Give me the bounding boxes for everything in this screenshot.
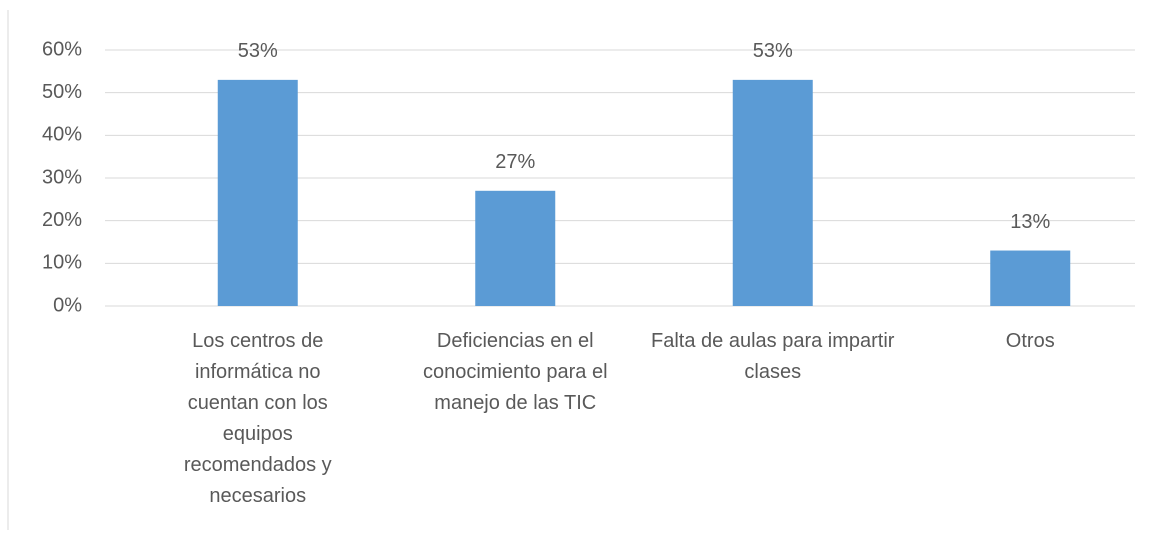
y-tick-label: 40% [42,124,82,146]
bar [732,79,813,306]
x-tick-label: Los centros de informática no cuentan co… [183,330,332,507]
y-tick-label: 10% [42,252,82,274]
y-tick-label: 20% [42,209,82,231]
y-tick-label: 0% [53,294,82,316]
x-tick-label: Falta de aulas para impartir clases [651,330,895,383]
y-tick-label: 30% [42,166,82,188]
bar [475,190,556,306]
x-tick-label: Otros [1005,330,1055,352]
bar [990,250,1071,306]
y-tick-label: 60% [42,38,82,60]
data-label: 13% [1010,211,1050,233]
data-label: 53% [753,40,793,62]
data-label: 27% [495,151,535,173]
x-tick-label: Deficiencias en el conocimiento para el … [422,330,608,414]
y-tick-label: 50% [42,81,82,103]
data-label: 53% [238,40,278,62]
bar [217,79,298,306]
